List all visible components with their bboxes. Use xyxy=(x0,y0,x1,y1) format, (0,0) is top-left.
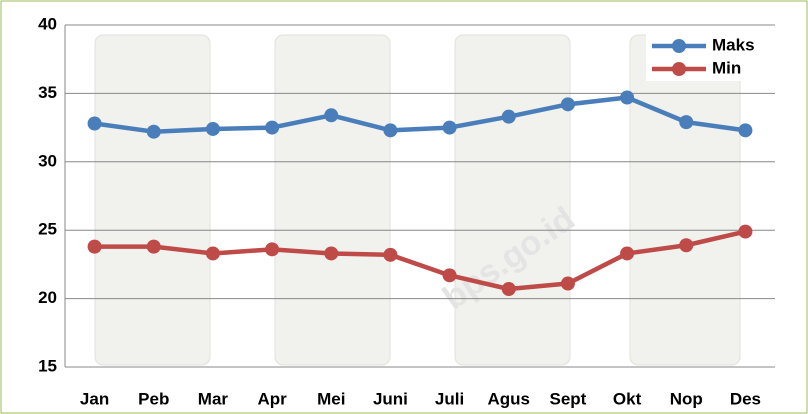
data-point xyxy=(87,239,102,254)
y-tick-label: 35 xyxy=(38,83,57,102)
data-point xyxy=(265,242,280,257)
data-point xyxy=(146,239,161,254)
series-line xyxy=(94,95,746,134)
x-tick-label: Juni xyxy=(373,389,408,408)
x-tick-label: Juli xyxy=(435,389,464,408)
legend-marker xyxy=(672,39,686,53)
data-point xyxy=(679,115,694,130)
data-point xyxy=(383,123,398,138)
data-point xyxy=(205,121,220,136)
data-point xyxy=(738,123,753,138)
data-point xyxy=(146,124,161,139)
data-point xyxy=(87,116,102,131)
x-tick-label: Okt xyxy=(613,389,642,408)
x-tick-label: Jan xyxy=(80,389,109,408)
y-tick-label: 40 xyxy=(38,14,57,33)
data-point xyxy=(324,108,339,123)
data-point xyxy=(560,97,575,112)
data-point xyxy=(620,90,635,105)
data-point xyxy=(265,120,280,135)
data-point xyxy=(560,276,575,291)
x-tick-label: Mar xyxy=(198,389,229,408)
data-point xyxy=(324,246,339,261)
data-point xyxy=(679,238,694,253)
background-decoration xyxy=(94,34,741,366)
x-tick-label: Des xyxy=(730,389,761,408)
y-tick-label: 25 xyxy=(38,220,57,239)
x-tick-label: Agus xyxy=(488,389,531,408)
series-line xyxy=(94,229,746,292)
legend-label: Maks xyxy=(712,35,755,54)
data-point xyxy=(442,268,457,283)
data-point xyxy=(442,120,457,135)
data-point xyxy=(205,246,220,261)
legend-label: Min xyxy=(712,58,741,77)
data-point xyxy=(383,247,398,262)
legend-marker xyxy=(672,62,686,76)
x-tick-label: Peb xyxy=(138,389,169,408)
x-tick-label: Nop xyxy=(670,389,703,408)
legend-box xyxy=(646,33,768,81)
x-tick-label: Apr xyxy=(257,389,287,408)
data-point xyxy=(738,224,753,239)
x-tick-label: Mei xyxy=(317,389,345,408)
data-point xyxy=(501,109,516,124)
data-point xyxy=(620,246,635,261)
y-tick-label: 20 xyxy=(38,288,57,307)
y-tick-label: 15 xyxy=(38,356,57,375)
y-tick-label: 30 xyxy=(38,151,57,170)
x-tick-label: Sept xyxy=(549,389,586,408)
data-point xyxy=(501,282,516,297)
